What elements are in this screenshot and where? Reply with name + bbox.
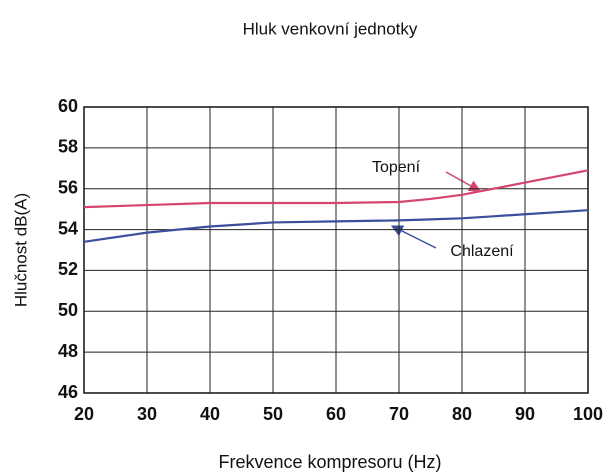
x-tick-label: 80 [452,404,472,424]
y-tick-label: 46 [58,382,78,402]
y-tick-label: 58 [58,137,78,157]
y-tick-label: 54 [58,218,78,238]
annotation: Chlazení [450,243,514,260]
y-tick-label: 48 [58,341,78,361]
y-axis-label: Hlučnost dB(A) [11,193,30,307]
x-axis-label: Frekvence kompresoru (Hz) [218,452,441,472]
y-tick-label: 52 [58,259,78,279]
x-tick-label: 50 [263,404,283,424]
y-tick-label: 50 [58,300,78,320]
x-tick-label: 30 [137,404,157,424]
x-tick-label: 40 [200,404,220,424]
x-tick-label: 70 [389,404,409,424]
annotation-arrow [445,171,482,192]
line-series [83,169,589,209]
x-tick-label: 90 [515,404,535,424]
chart-title: Hluk venkovní jednotky [243,19,418,38]
annotation: Topení [372,159,421,176]
x-tick-label: 60 [326,404,346,424]
y-tick-label: 60 [58,96,78,116]
line-series [83,209,589,243]
y-tick-label: 56 [58,177,78,197]
x-tick-label: 20 [74,404,94,424]
plot-frame [83,106,589,394]
x-tick-label: 100 [573,404,603,424]
